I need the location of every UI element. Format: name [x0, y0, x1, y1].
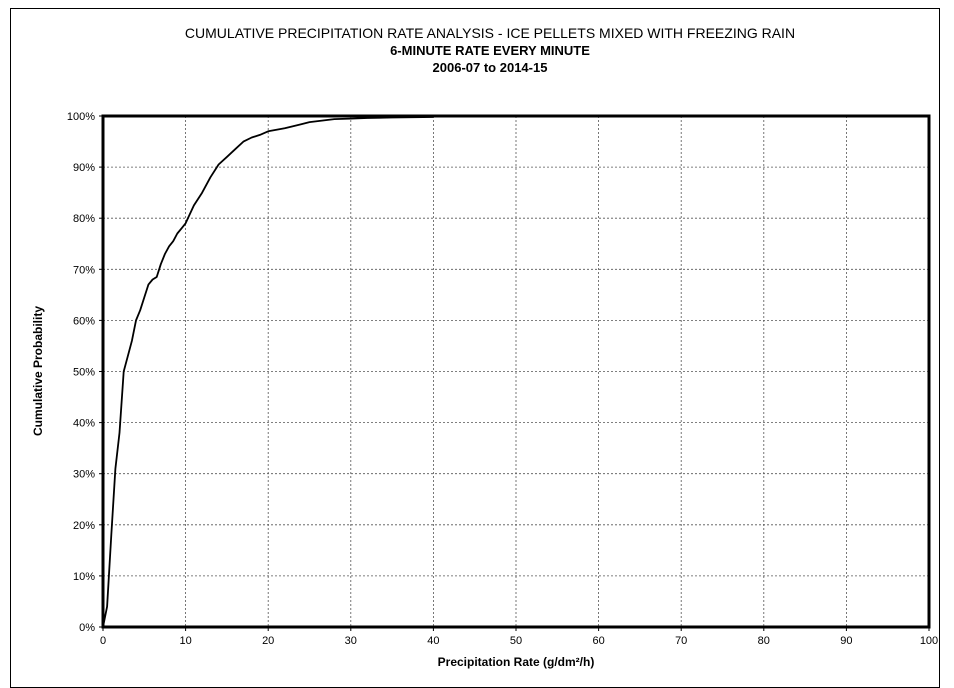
series-line [102, 116, 434, 628]
x-tick-label: 50 [510, 635, 522, 647]
plot-area-border [101, 114, 931, 629]
x-tick-label: 20 [262, 635, 274, 647]
y-tick-label: 90% [73, 162, 95, 174]
chart-title: CUMULATIVE PRECIPITATION RATE ANALYSIS -… [185, 25, 795, 41]
x-tick-label: 90 [840, 635, 852, 647]
y-tick-label: 80% [73, 213, 95, 225]
y-tick-label: 10% [73, 571, 95, 583]
chart-subtitle: 6-MINUTE RATE EVERY MINUTE [390, 43, 590, 58]
y-tick-label: 0% [79, 622, 95, 634]
y-tick-label: 70% [73, 264, 95, 276]
y-tick-label: 100% [67, 111, 95, 123]
x-tick-label: 80 [758, 635, 770, 647]
y-tick-label: 60% [73, 315, 95, 327]
x-tick-label: 30 [345, 635, 357, 647]
x-axis-label: Precipitation Rate (g/dm²/h) [438, 655, 595, 669]
y-tick-label: 40% [73, 418, 95, 430]
y-axis-label: Cumulative Probability [31, 306, 45, 436]
y-tick-label: 50% [73, 367, 95, 379]
tick-labels: 0 10 20 30 40 50 60 70 80 90 100 0% 10% 20% 30% 40% 50% 6… [67, 111, 938, 647]
series-layer [102, 116, 434, 628]
x-tick-label: 100 [920, 635, 938, 647]
x-tick-label: 10 [179, 635, 191, 647]
y-tick-label: 30% [73, 469, 95, 481]
cdf-chart: CUMULATIVE PRECIPITATION RATE ANALYSIS -… [31, 25, 938, 669]
x-tick-label: 40 [427, 635, 439, 647]
x-tick-label: 0 [100, 635, 106, 647]
x-tick-label: 70 [675, 635, 687, 647]
grid-lines [103, 116, 929, 627]
x-tick-label: 60 [592, 635, 604, 647]
y-tick-label: 20% [73, 520, 95, 532]
chart-subtitle-years: 2006-07 to 2014-15 [433, 60, 548, 75]
